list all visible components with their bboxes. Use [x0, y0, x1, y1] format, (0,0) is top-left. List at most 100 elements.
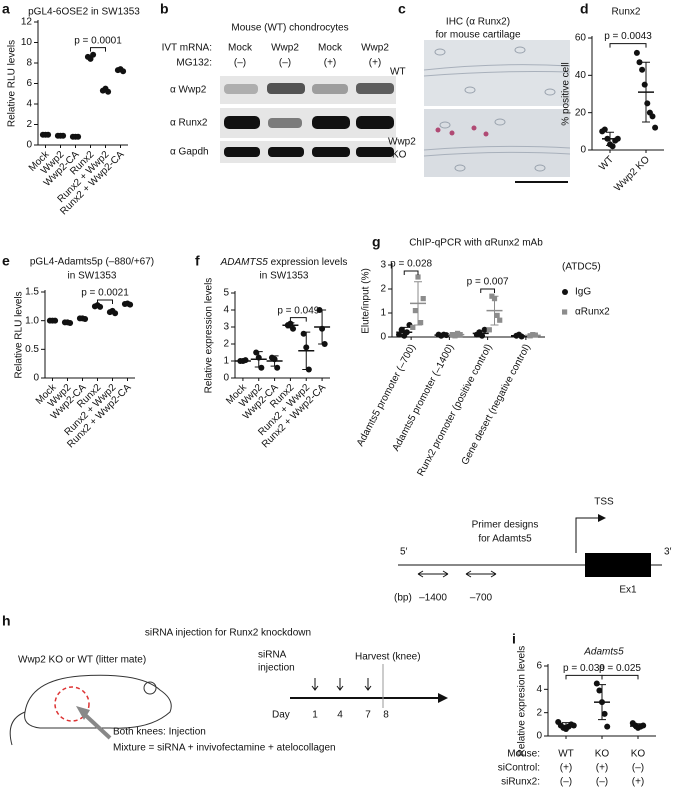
- blot-antibody: α Wwp2: [170, 85, 207, 96]
- data-point: [415, 274, 421, 280]
- significance-bracket: [289, 317, 307, 322]
- primer-arrows: [417, 570, 497, 578]
- p-value: p = 0.028: [390, 259, 432, 270]
- row-value: (+): [560, 763, 573, 774]
- error-bar: [286, 322, 295, 329]
- y-axis-label: Relative RLU levels: [7, 40, 18, 127]
- data-point: [418, 320, 424, 326]
- y-tick-label: 4: [26, 99, 32, 110]
- y-tick-label: 1: [223, 356, 229, 367]
- chart-title: in SW1353: [68, 271, 117, 282]
- data-point: [636, 59, 643, 66]
- blot-treatment: (+): [369, 58, 382, 69]
- chart-title: pGL4-6OSE2 in SW1353: [28, 7, 140, 18]
- y-tick-label: 6: [536, 661, 542, 672]
- p-value: p = 0.0021: [81, 288, 129, 299]
- blot-band: [356, 83, 394, 94]
- y-tick-label: 10: [21, 37, 33, 48]
- event-label: injection: [258, 663, 295, 674]
- bp-unit: (bp): [394, 593, 412, 604]
- blot-band: [312, 84, 348, 94]
- significance-bracket: [565, 674, 603, 680]
- error-bar: [238, 359, 247, 363]
- ihc-positive-cells: [435, 125, 489, 137]
- error-bar: [318, 309, 327, 345]
- day: 4: [337, 710, 343, 721]
- data-point: [60, 132, 67, 139]
- knee-circle: [54, 686, 90, 722]
- data-point: [412, 308, 419, 314]
- blot-band: [224, 147, 260, 157]
- data-point: [258, 364, 265, 371]
- ihc-cells: [434, 46, 556, 172]
- data-point: [649, 113, 656, 120]
- y-tick-label: 3: [223, 322, 229, 333]
- blot-lane: Wwp2: [361, 43, 389, 54]
- error-bar: [634, 723, 642, 729]
- data-point: [420, 296, 426, 302]
- significance-bracket: [97, 299, 113, 305]
- chart-title: ADAMTS5 expression levels: [220, 257, 348, 268]
- y-tick-label: 8: [26, 58, 32, 69]
- panel-label: g: [372, 234, 381, 250]
- y-tick-label: 1: [380, 308, 386, 319]
- injection-title: siRNA injection for Runx2 knockdown: [145, 628, 311, 639]
- day: 7: [365, 710, 371, 721]
- y-tick-label: 20: [575, 107, 587, 118]
- data-point: [604, 723, 611, 730]
- panel-label: a: [2, 1, 10, 17]
- data-point: [644, 100, 651, 107]
- ihc-title: IHC (α Runx2): [446, 17, 510, 28]
- ihc-label: Wwp2: [388, 137, 416, 148]
- blot-band: [268, 118, 302, 128]
- legend-label: αRunx2: [575, 307, 610, 318]
- error-bar: [254, 351, 263, 368]
- blot-row-title: MG132:: [176, 58, 212, 69]
- y-tick-label: 4: [223, 305, 229, 316]
- chart-subtitle: (ATDC5): [562, 262, 601, 273]
- data-point: [486, 327, 492, 333]
- blot-band: [356, 116, 394, 129]
- y-tick-label: 60: [575, 33, 587, 44]
- x-tick-label: KO: [631, 749, 646, 760]
- row-value: (–): [632, 763, 644, 774]
- data-point: [82, 315, 89, 322]
- panel-label: e: [2, 253, 10, 269]
- blot-band: [312, 147, 350, 157]
- data-point: [112, 310, 119, 317]
- blot-strip: [220, 141, 396, 163]
- significance-bracket: [609, 43, 647, 48]
- mouse-body: [24, 674, 172, 729]
- data-point: [90, 51, 97, 58]
- data-point: [609, 143, 616, 150]
- data-point: [97, 303, 104, 310]
- data-point: [497, 317, 503, 323]
- tss-label: TSS: [594, 497, 614, 508]
- primer-title: for Adamts5: [478, 534, 532, 545]
- p-value: p = 0.025: [599, 663, 641, 674]
- data-point: [601, 710, 608, 717]
- data-point: [127, 301, 134, 308]
- data-point: [398, 326, 405, 333]
- row-label: siRunx2:: [501, 777, 540, 788]
- day: 1: [312, 710, 318, 721]
- data-point: [253, 349, 260, 356]
- blot-antibody: α Runx2: [170, 118, 208, 129]
- error-bar: [490, 295, 499, 326]
- data-point: [290, 325, 297, 332]
- x-tick-label: Wwp2 KO: [612, 154, 652, 194]
- ihc-label: WT: [390, 67, 406, 78]
- data-point: [396, 331, 403, 338]
- ihc-image: [424, 40, 570, 106]
- y-tick-label: 3: [380, 260, 386, 271]
- y-tick-label: 6: [26, 78, 32, 89]
- ihc-label: KO: [392, 150, 407, 161]
- y-tick-label: 2: [223, 339, 229, 350]
- ihc-texture: [423, 145, 571, 157]
- blot-lane: Wwp2: [271, 43, 299, 54]
- data-point: [75, 133, 82, 140]
- injection-panel: siRNA injection for Runx2 knockdown Wwp2…: [9, 628, 448, 754]
- y-tick-label: 1.5: [25, 287, 39, 298]
- y-tick-label: 2: [26, 119, 32, 130]
